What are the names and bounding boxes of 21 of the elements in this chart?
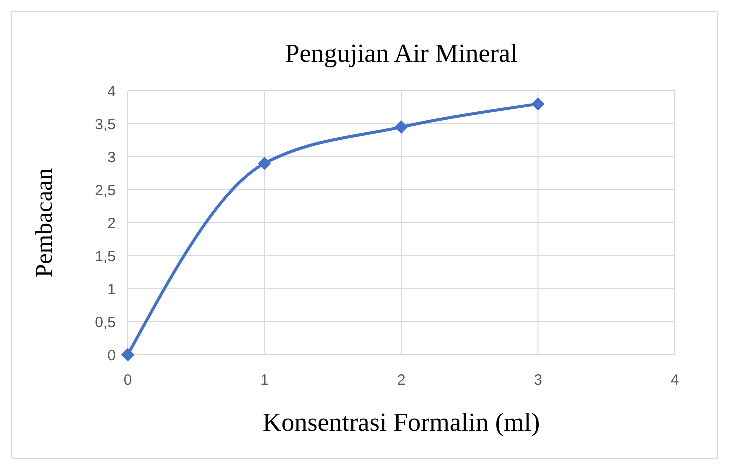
y-tick-label: 1 — [108, 281, 116, 298]
x-tick-label: 0 — [124, 372, 132, 389]
x-tick-label: 2 — [397, 372, 406, 389]
point — [258, 157, 272, 170]
x-tick-label: 1 — [260, 372, 269, 389]
y-tick-label: 0 — [108, 347, 116, 364]
point — [395, 120, 408, 134]
chart-title: Pengujian Air Mineral — [285, 39, 518, 68]
point — [122, 348, 134, 362]
y-tick-label: 3 — [108, 149, 116, 166]
y-tick-label: 0,5 — [95, 314, 116, 332]
y-tick-label: 3,5 — [95, 116, 116, 134]
y-axis-title: Pembacaan — [32, 168, 58, 278]
x-tick-label: 3 — [534, 372, 542, 389]
x-axis-title: Konsentrasi Formalin (ml) — [262, 408, 540, 437]
point — [532, 98, 545, 111]
x-tick-label: 4 — [670, 372, 680, 389]
y-tick-label: 2,5 — [95, 182, 116, 200]
y-tick-label: 1,5 — [95, 248, 116, 266]
y-tick-label: 4 — [108, 83, 116, 100]
y-tick-label: 2 — [108, 215, 116, 232]
